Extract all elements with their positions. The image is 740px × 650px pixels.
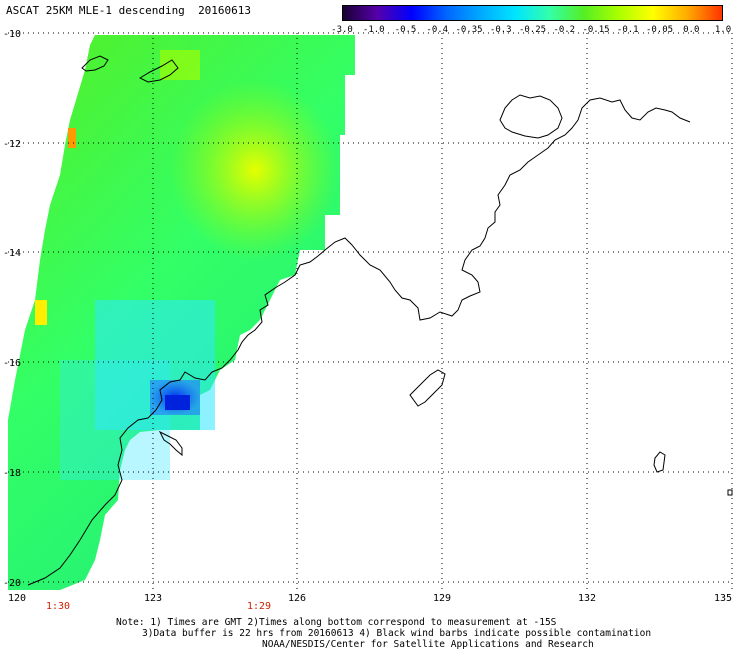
color-scale-label: -0.15 xyxy=(582,25,610,35)
coastline xyxy=(27,55,733,586)
note-line-1: Note: 1) Times are GMT 2)Times along bot… xyxy=(116,617,557,628)
lon-labels: 120 123 126 129 132 135 xyxy=(8,593,732,604)
lat-label: -20 xyxy=(3,578,21,589)
color-scale-label: 0.0 xyxy=(683,25,700,35)
time-labels: 1:30 1:29 xyxy=(46,601,271,612)
product-name: ASCAT 25KM MLE-1 descending xyxy=(6,4,185,17)
color-scale-label: -0.1 xyxy=(616,25,639,35)
lat-label: -12 xyxy=(3,139,21,150)
map-title: ASCAT 25KM MLE-1 descending 20160613 xyxy=(6,4,251,17)
data-swath xyxy=(8,35,355,590)
lat-labels: -10 -12 -14 -16 -18 -20 xyxy=(3,29,21,589)
time-label: 1:30 xyxy=(46,601,70,612)
lat-label: -16 xyxy=(3,358,21,369)
color-scale-label: -1.0 xyxy=(362,25,385,35)
color-scale-label: -0.35 xyxy=(455,25,483,35)
lon-label: 129 xyxy=(433,593,451,604)
note-line-2: 3)Data buffer is 22 hrs from 20160613 4)… xyxy=(142,628,652,639)
lon-label: 135 xyxy=(714,593,732,604)
note-line-3: NOAA/NESDIS/Center for Satellite Applica… xyxy=(262,639,594,650)
color-scale-label: -0.3 xyxy=(489,25,512,35)
color-scale-label: -3.0 xyxy=(331,25,353,35)
lon-label: 120 xyxy=(8,593,26,604)
color-scale-label: -0.25 xyxy=(518,25,547,35)
color-scale-bar xyxy=(342,5,723,21)
lat-label: -10 xyxy=(3,29,21,40)
color-scale-label: -0.4 xyxy=(426,25,449,35)
time-label: 1:29 xyxy=(247,601,271,612)
lon-label: 126 xyxy=(288,593,306,604)
map-gridlines xyxy=(8,32,733,590)
color-scale-label: -0.5 xyxy=(394,25,417,35)
color-scale-label: -0.05 xyxy=(645,25,674,35)
lon-label: 123 xyxy=(144,593,162,604)
product-date: 20160613 xyxy=(198,4,252,17)
color-scale-label: -0.2 xyxy=(553,25,576,35)
lat-label: -14 xyxy=(3,248,21,259)
lon-label: 132 xyxy=(578,593,596,604)
lat-label: -18 xyxy=(3,468,21,479)
color-scale-label: 1.0 xyxy=(714,25,732,35)
